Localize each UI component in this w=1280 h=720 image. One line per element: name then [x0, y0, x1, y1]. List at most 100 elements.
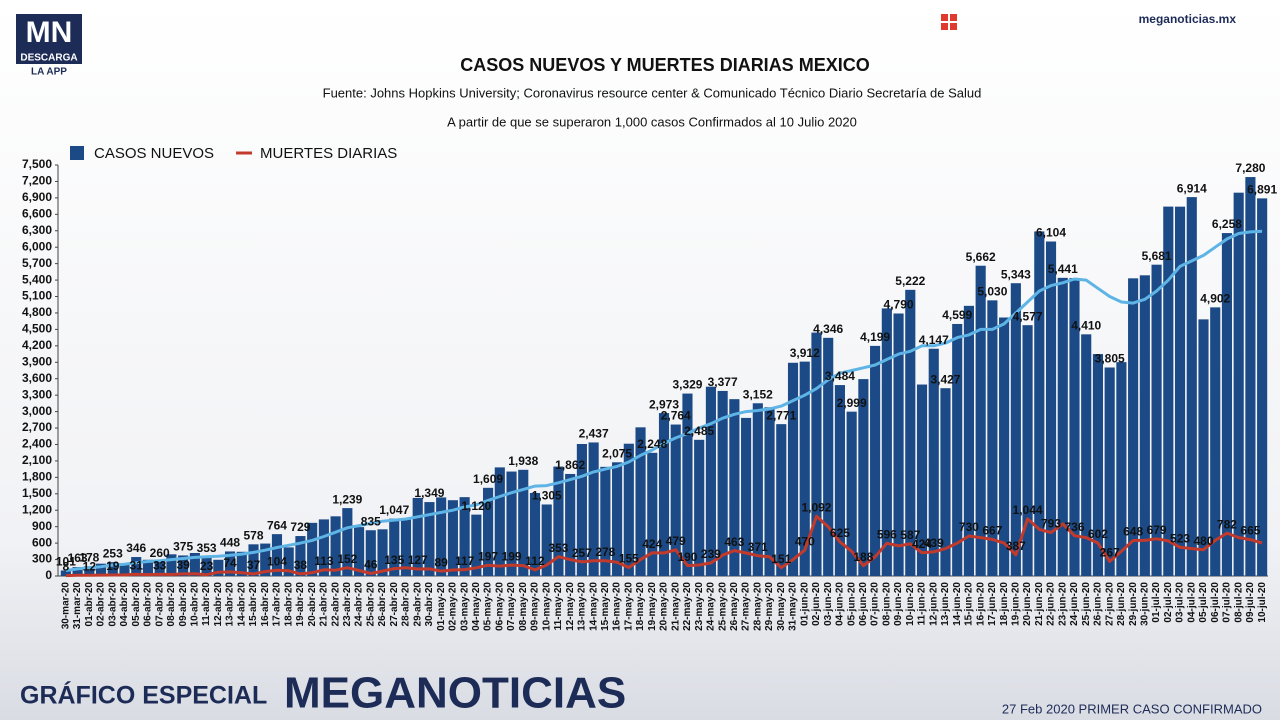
x-tick-label: 12-abr-20 [213, 582, 224, 627]
x-tick-label: 28-abr-20 [401, 582, 412, 627]
bar [518, 469, 529, 576]
bar [682, 393, 693, 576]
site: meganoticias.mx [1139, 12, 1237, 26]
data-label: 1,938 [508, 454, 538, 468]
data-label: 353 [197, 541, 217, 555]
footer-brand: MEGANOTICIAS [284, 669, 626, 718]
y-tick-label: 2,400 [22, 437, 52, 451]
x-tick-label: 17-abr-20 [272, 582, 283, 627]
bar [764, 407, 775, 576]
x-tick-label: 02-may-20 [448, 582, 459, 631]
footer-left: GRÁFICO ESPECIAL [20, 681, 267, 710]
x-tick-label: 02-jul-20 [1163, 582, 1174, 623]
x-tick-label: 14-abr-20 [236, 582, 247, 627]
x-tick-label: 30-abr-20 [424, 582, 435, 627]
bar [201, 556, 212, 576]
x-tick-label: 06-jul-20 [1210, 582, 1221, 623]
bar [1257, 198, 1268, 576]
x-tick-label: 23-abr-20 [342, 582, 353, 627]
x-tick-label: 11-may-20 [553, 582, 564, 631]
data-label: 1,120 [461, 499, 491, 513]
x-tick-label: 12-may-20 [565, 582, 576, 631]
y-tick-label: 5,400 [22, 272, 52, 286]
x-tick-label: 23-may-20 [694, 582, 705, 631]
x-tick-label: 29-abr-20 [412, 582, 423, 627]
data-label: 1,349 [414, 486, 444, 500]
bar [459, 497, 470, 576]
x-tick-label: 04-abr-20 [119, 582, 130, 627]
bar [1198, 319, 1209, 576]
x-tick-label: 22-abr-20 [330, 582, 341, 627]
x-tick-label: 09-jun-20 [893, 582, 904, 626]
x-tick-label: 19-jun-20 [1010, 582, 1021, 626]
x-tick-label: 05-abr-20 [131, 582, 142, 627]
data-label: 439 [924, 536, 944, 550]
data-label: 2,771 [766, 408, 796, 422]
bar [412, 497, 423, 576]
bar [400, 519, 412, 576]
data-label: 1,092 [801, 500, 831, 514]
bar [342, 508, 353, 576]
bar [60, 570, 71, 576]
data-label: 5,441 [1048, 262, 1078, 276]
legend-label: CASOS NUEVOS [94, 145, 214, 162]
x-tick-label: 22-jun-20 [1046, 582, 1057, 626]
bar [1128, 278, 1139, 576]
x-tick-label: 19-may-20 [647, 582, 658, 631]
x-tick-label: 29-may-20 [764, 582, 775, 631]
data-label: 3,805 [1095, 352, 1125, 366]
x-tick-label: 06-may-20 [494, 582, 505, 631]
bar [447, 500, 458, 576]
bar [565, 473, 576, 576]
bar [1034, 231, 1045, 576]
data-label: 523 [1170, 532, 1190, 546]
x-tick-label: 26-may-20 [729, 582, 740, 631]
data-label: 4,410 [1071, 319, 1101, 333]
x-tick-label: 28-jun-20 [1116, 582, 1127, 626]
data-label: 39 [176, 558, 190, 572]
x-tick-label: 10-jun-20 [905, 582, 916, 626]
y-tick-label: 2,100 [22, 453, 52, 467]
data-label: 679 [1147, 523, 1167, 537]
y-tick-label: 1,800 [22, 470, 52, 484]
bar [189, 552, 200, 576]
y-tick-label: 6,300 [22, 223, 52, 237]
data-label: 448 [220, 536, 240, 550]
bar [84, 566, 95, 576]
x-tick-label: 03-jun-20 [823, 582, 834, 626]
bar [553, 466, 564, 576]
data-label: 5,681 [1142, 249, 1172, 263]
chart-title: CASOS NUEVOS Y MUERTES DIARIAS MEXICO [460, 55, 869, 75]
x-tick-label: 09-jul-20 [1245, 582, 1256, 623]
bar [224, 551, 236, 576]
x-tick-label: 02-abr-20 [96, 582, 107, 627]
data-label: 38 [294, 558, 308, 572]
x-tick-label: 04-jun-20 [835, 582, 846, 626]
y-tick-label: 300 [32, 552, 52, 566]
bar [1104, 367, 1115, 576]
bar [881, 308, 892, 576]
bar [330, 516, 341, 576]
bar [307, 522, 318, 576]
logo-box [16, 14, 82, 52]
bar [729, 399, 740, 576]
data-label: 152 [337, 552, 357, 566]
data-label: 3,912 [790, 346, 820, 360]
bar [670, 424, 681, 576]
bar [365, 530, 376, 576]
data-label: 23 [200, 559, 214, 573]
x-tick-label: 05-jun-20 [846, 582, 857, 626]
logo-line: LA APP [31, 67, 67, 78]
x-tick-label: 19-abr-20 [295, 582, 306, 627]
bar [494, 467, 505, 576]
y-tick-label: 5,700 [22, 256, 52, 270]
data-label: 3,484 [825, 369, 855, 383]
bar [623, 443, 634, 576]
data-label: 151 [771, 552, 791, 566]
x-tick-label: 01-jul-20 [1151, 582, 1162, 623]
data-label: 625 [830, 526, 850, 540]
data-label: 2,973 [649, 397, 679, 411]
bar [131, 557, 142, 576]
x-tick-label: 18-may-20 [635, 582, 646, 631]
